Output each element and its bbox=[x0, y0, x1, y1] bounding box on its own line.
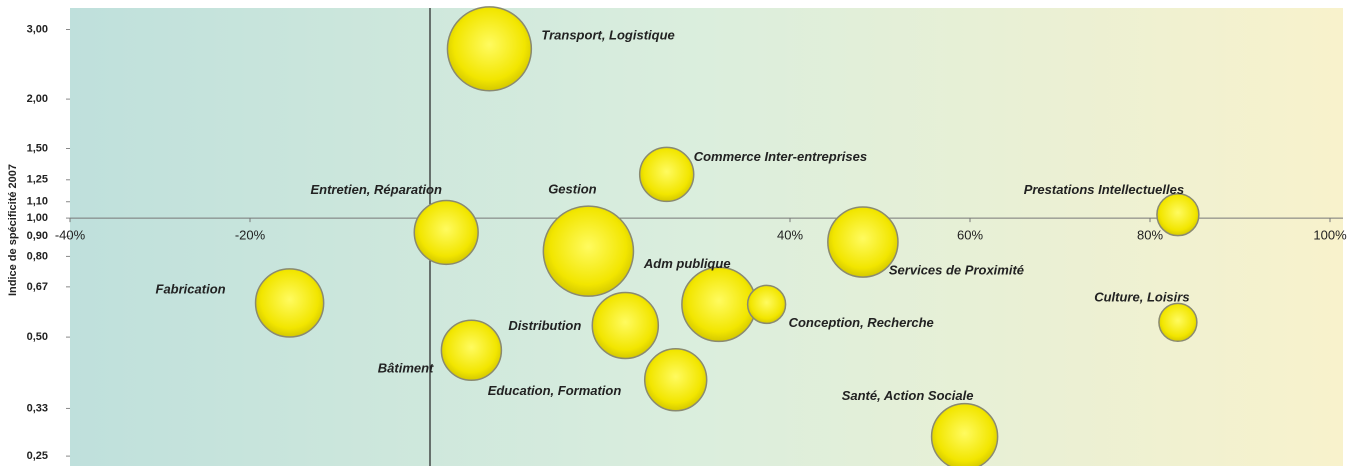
bubble bbox=[1158, 302, 1198, 343]
bubble bbox=[446, 6, 533, 92]
bubble bbox=[591, 291, 660, 360]
bubble bbox=[1156, 192, 1200, 237]
y-tick-label: 0,33 bbox=[27, 402, 48, 414]
bubble bbox=[254, 268, 325, 338]
bubble bbox=[930, 402, 999, 466]
plot-background bbox=[70, 8, 1343, 466]
x-tick-label: -20% bbox=[235, 228, 266, 243]
bubble-label: Fabrication bbox=[156, 281, 226, 296]
y-axis-title: Indice de spécificité 2007 bbox=[7, 164, 19, 296]
y-tick-label: 1,50 bbox=[27, 142, 48, 154]
bubble bbox=[827, 206, 899, 278]
bubble bbox=[413, 199, 479, 266]
y-tick-label: 0,25 bbox=[27, 450, 48, 462]
bubble-label: Commerce Inter-entreprises bbox=[694, 149, 867, 164]
bubble-label: Education, Formation bbox=[488, 383, 622, 398]
bubble-label: Prestations Intellectuelles bbox=[1024, 182, 1184, 197]
bubble-label: Culture, Loisirs bbox=[1094, 290, 1189, 305]
x-tick-label: -40% bbox=[55, 228, 86, 243]
bubble bbox=[746, 284, 787, 325]
bubble-label: Entretien, Réparation bbox=[310, 182, 442, 197]
y-tick-label: 0,80 bbox=[27, 250, 48, 262]
y-tick-label: 0,90 bbox=[27, 230, 48, 242]
bubble bbox=[542, 205, 635, 297]
bubble bbox=[681, 266, 757, 343]
x-tick-label: 80% bbox=[1137, 228, 1163, 243]
bubble-label: Conception, Recherche bbox=[789, 315, 934, 330]
x-tick-label: 40% bbox=[777, 228, 803, 243]
bubble bbox=[440, 319, 503, 382]
y-tick-label: 3,00 bbox=[27, 23, 48, 35]
y-tick-label: 2,00 bbox=[27, 93, 48, 105]
y-tick-label: 0,67 bbox=[27, 281, 48, 293]
bubble-label: Adm publique bbox=[643, 256, 731, 271]
bubble-label: Bâtiment bbox=[378, 361, 434, 376]
y-tick-label: 0,50 bbox=[27, 331, 48, 343]
bubble-label: Services de Proximité bbox=[889, 262, 1024, 277]
y-tick-label: 1,00 bbox=[27, 212, 48, 224]
bubble-label: Distribution bbox=[508, 318, 581, 333]
x-tick-label: 60% bbox=[957, 228, 983, 243]
bubble-label: Santé, Action Sociale bbox=[842, 388, 974, 403]
bubble-label: Gestion bbox=[548, 182, 596, 197]
y-tick-label: 1,25 bbox=[27, 174, 48, 186]
y-tick-label: 1,10 bbox=[27, 196, 48, 208]
bubble bbox=[638, 146, 695, 203]
x-tick-label: 100% bbox=[1313, 228, 1347, 243]
bubble-label: Transport, Logistique bbox=[541, 27, 674, 42]
bubble bbox=[643, 348, 708, 412]
